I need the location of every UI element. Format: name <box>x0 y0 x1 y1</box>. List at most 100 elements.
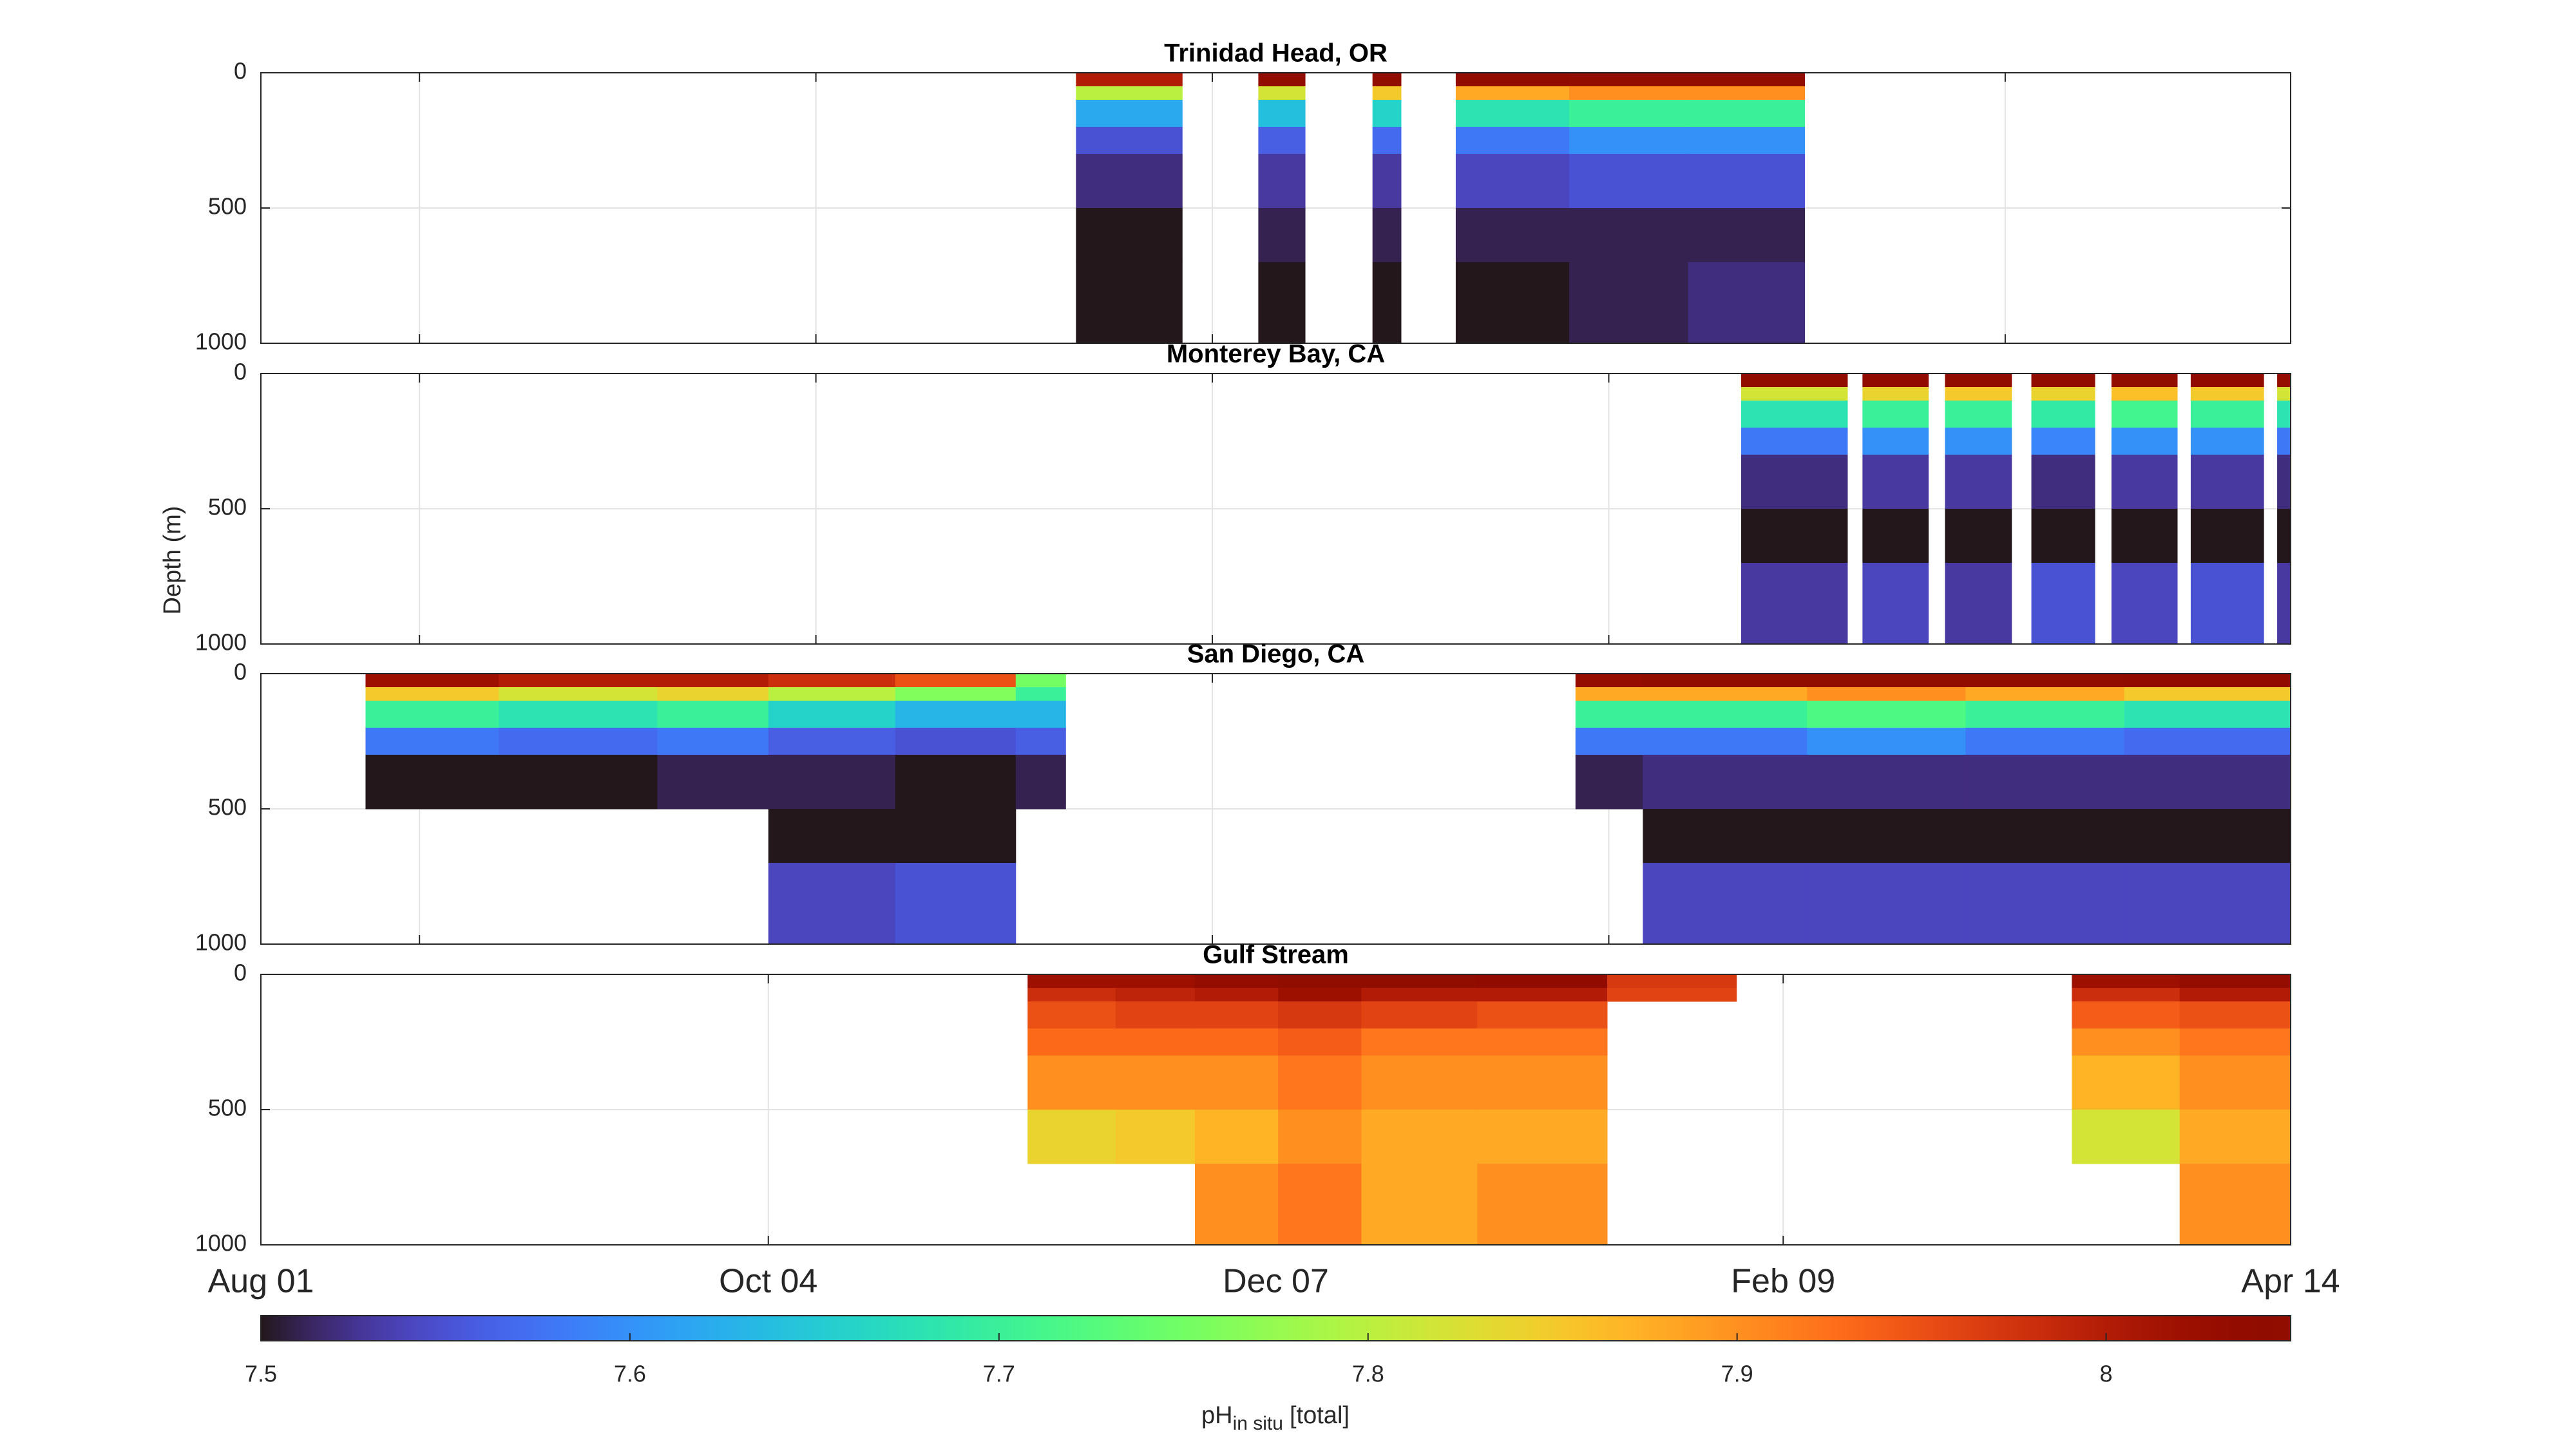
ph-cell <box>2190 509 2264 564</box>
ph-cell <box>657 687 769 701</box>
ph-cell <box>2111 455 2178 509</box>
y-tick-label: 1000 <box>195 1230 247 1256</box>
ph-cell <box>1015 701 1066 728</box>
y-tick-label: 0 <box>234 659 247 685</box>
ph-cell <box>768 809 896 864</box>
ph-cell <box>2072 974 2180 989</box>
ph-cell <box>1643 687 1808 701</box>
ph-cell <box>1455 73 1570 87</box>
ph-cell <box>1607 974 1737 989</box>
ph-cell <box>1741 563 1848 645</box>
ph-cell <box>2072 1110 2180 1164</box>
y-tick-label: 0 <box>234 359 247 385</box>
ph-cell <box>1741 509 1848 564</box>
ph-cell <box>1372 208 1402 263</box>
ph-cell <box>895 809 1016 864</box>
ph-cell <box>1688 262 1805 344</box>
ph-cell <box>1477 1001 1608 1029</box>
y-tick-label: 500 <box>208 494 247 520</box>
ph-cell <box>1194 1001 1279 1029</box>
y-tick-label: 500 <box>208 193 247 220</box>
ph-cell <box>2031 455 2095 509</box>
ph-cell <box>1569 262 1689 344</box>
ph-cell <box>895 701 1016 728</box>
ph-cell <box>1115 1028 1196 1056</box>
panel-title: Trinidad Head, OR <box>1164 39 1388 68</box>
y-tick-label: 1000 <box>195 328 247 355</box>
ph-cell <box>768 863 896 945</box>
plot-frame <box>260 72 2291 344</box>
ph-cell <box>1027 1028 1116 1056</box>
ph-cell <box>1945 374 2012 388</box>
ph-cell <box>1027 1001 1116 1029</box>
ph-cell <box>2190 387 2264 401</box>
ph-cell <box>1965 809 2125 864</box>
ph-cell <box>895 674 1016 688</box>
ph-cell <box>1278 988 1362 1002</box>
ph-cell <box>1607 988 1737 1002</box>
ph-cell <box>1945 387 2012 401</box>
ph-cell <box>1076 86 1183 100</box>
ph-cell <box>1965 728 2125 755</box>
ph-cell <box>2124 687 2291 701</box>
ph-cell <box>768 687 896 701</box>
ph-cell <box>1569 127 1689 155</box>
ph-cell <box>1115 988 1196 1002</box>
ph-cell <box>1361 988 1478 1002</box>
ph-cell <box>1361 1028 1478 1056</box>
colorbar-label: pHin situ [total] <box>1201 1402 1350 1434</box>
ph-cell <box>895 863 1016 945</box>
ph-cell <box>2277 401 2291 428</box>
ph-cell <box>2190 455 2264 509</box>
ph-cell <box>2277 563 2291 645</box>
ph-cell <box>1455 86 1570 100</box>
colorbar-label-main: pH <box>1201 1402 1233 1429</box>
ph-cell <box>2190 428 2264 455</box>
ph-cell <box>1194 1028 1279 1056</box>
ph-cell <box>895 687 1016 701</box>
ph-cell <box>2190 563 2264 645</box>
ph-cell <box>1741 428 1848 455</box>
ph-cell <box>2031 428 2095 455</box>
ph-cell <box>2124 701 2291 728</box>
colorbar-tick-label: 7.5 <box>245 1361 277 1387</box>
colorbar-label-suffix: [total] <box>1290 1402 1350 1429</box>
ph-cell <box>2072 988 2180 1002</box>
ph-cell <box>365 701 499 728</box>
ph-cell <box>365 687 499 701</box>
ph-cell <box>1194 1164 1279 1245</box>
colorbar-tick-label: 7.9 <box>1721 1361 1753 1387</box>
ph-cell <box>2111 509 2178 564</box>
ph-cell <box>1258 86 1306 100</box>
ph-cell <box>1361 1056 1478 1110</box>
ph-cell <box>1575 728 1643 755</box>
ph-cell <box>499 728 658 755</box>
ph-cell <box>365 755 499 810</box>
ph-cell <box>1027 1056 1116 1110</box>
ph-cell <box>1688 154 1805 209</box>
ph-cell <box>657 728 769 755</box>
ph-cell <box>1688 127 1805 155</box>
ph-cell <box>1945 563 2012 645</box>
ph-cell <box>1115 1056 1196 1110</box>
ph-cell <box>1688 86 1805 100</box>
ph-cell <box>2072 1056 2180 1110</box>
ph-cell <box>1569 73 1689 87</box>
ph-cell <box>1194 988 1279 1002</box>
ph-cell <box>895 728 1016 755</box>
ph-cell <box>1862 428 1929 455</box>
x-tick-label: Dec 07 <box>1223 1263 1329 1300</box>
ph-cell <box>657 674 769 688</box>
ph-cell <box>1862 387 1929 401</box>
ph-cell <box>2124 755 2291 810</box>
ph-cell <box>2111 387 2178 401</box>
ph-cell <box>2124 728 2291 755</box>
ph-cell <box>768 755 896 810</box>
ph-cell <box>2179 1001 2291 1029</box>
ph-cell <box>1361 1001 1478 1029</box>
colorbar-tick-label: 7.8 <box>1352 1361 1384 1387</box>
ph-cell <box>2111 374 2178 388</box>
ph-cell <box>1807 674 1966 688</box>
ph-cell <box>1862 374 1929 388</box>
